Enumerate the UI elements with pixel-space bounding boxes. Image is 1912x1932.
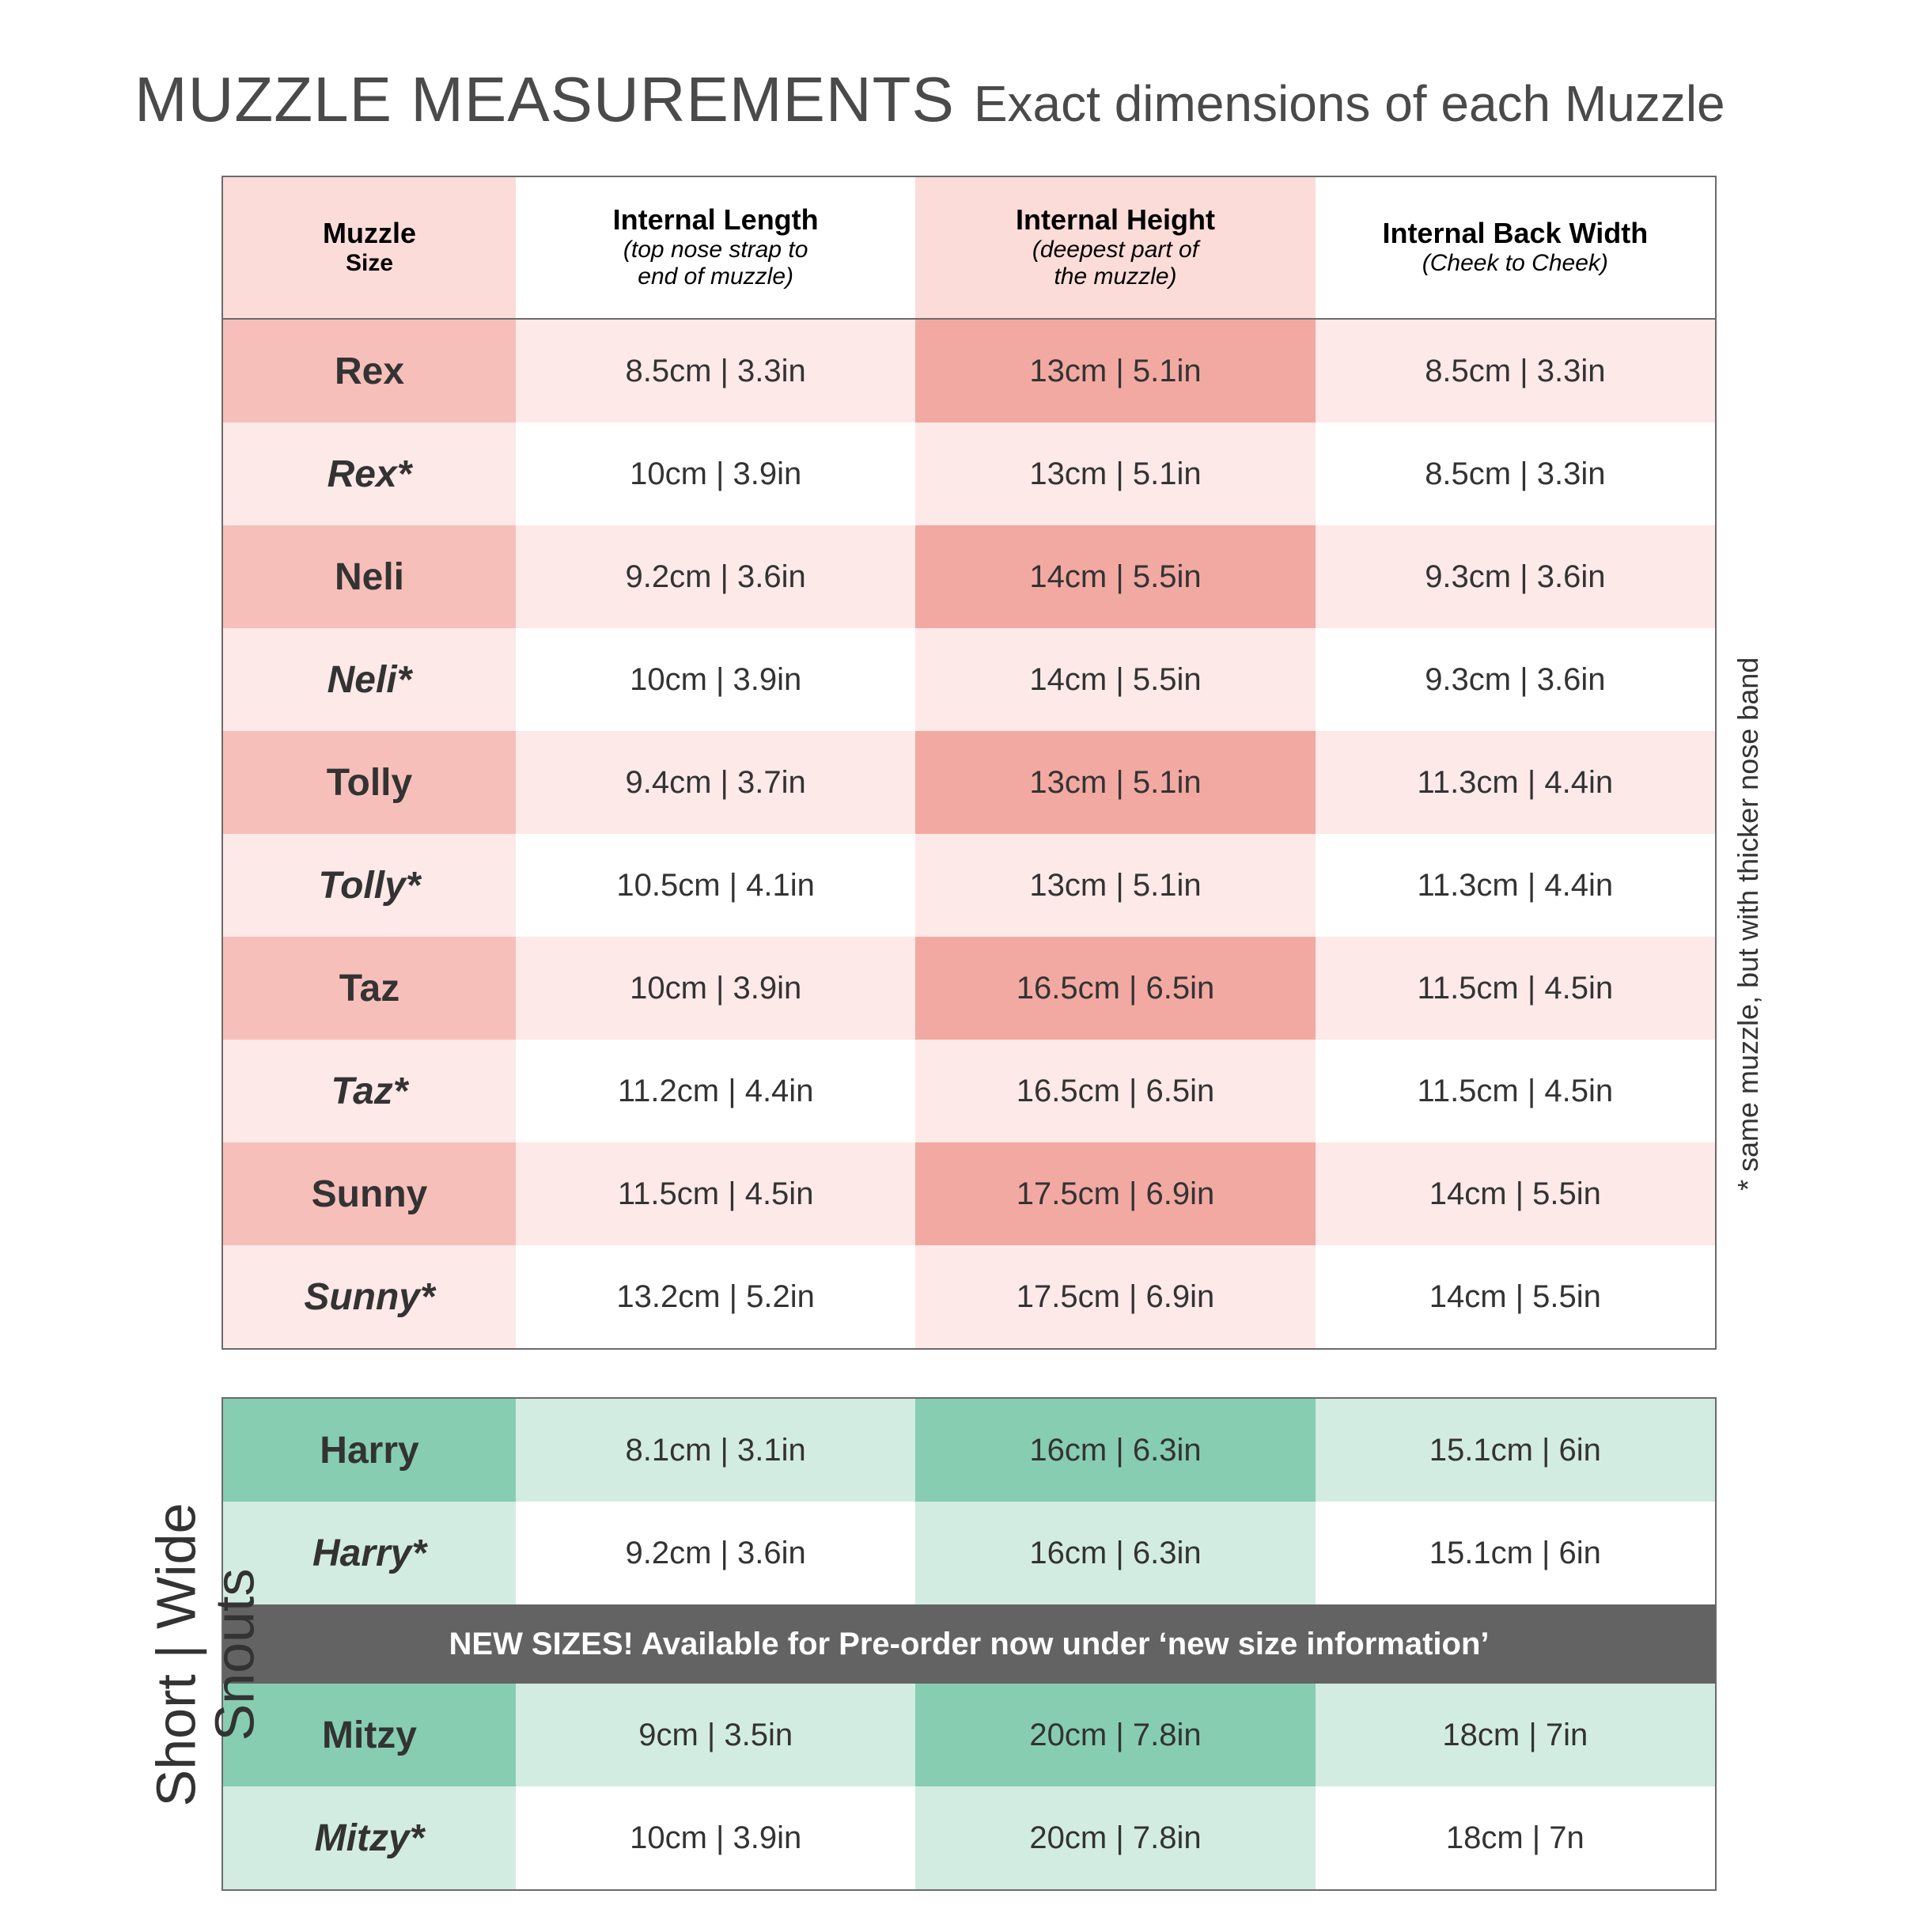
- table-row: Taz10cm | 3.9in16.5cm | 6.5in11.5cm | 4.…: [223, 937, 1715, 1040]
- measurement-value: 14cm | 5.5in: [1316, 1245, 1715, 1348]
- measurement-value: 16cm | 6.3in: [915, 1502, 1315, 1604]
- measurement-value: 14cm | 5.5in: [915, 525, 1315, 628]
- measurement-value: 20cm | 7.8in: [915, 1786, 1315, 1889]
- measurement-value: 9.2cm | 3.6in: [516, 1502, 915, 1604]
- table-row: Harry*9.2cm | 3.6in16cm | 6.3in15.1cm | …: [223, 1502, 1715, 1604]
- muzzle-size-name: Rex: [223, 320, 516, 422]
- measurement-value: 11.5cm | 4.5in: [1316, 1040, 1715, 1142]
- measurement-value: 13.2cm | 5.2in: [516, 1245, 915, 1348]
- table-row: Neli*10cm | 3.9in14cm | 5.5in9.3cm | 3.6…: [223, 628, 1715, 731]
- measurement-value: 20cm | 7.8in: [915, 1684, 1315, 1786]
- measurement-value: 9.3cm | 3.6in: [1316, 525, 1715, 628]
- muzzle-size-name: Mitzy*: [223, 1786, 516, 1889]
- measurement-value: 8.1cm | 3.1in: [516, 1399, 915, 1502]
- measurement-value: 10cm | 3.9in: [516, 937, 915, 1040]
- muzzle-size-name: Neli: [223, 525, 516, 628]
- measurements-table-green: Harry8.1cm | 3.1in16cm | 6.3in15.1cm | 6…: [221, 1397, 1717, 1891]
- measurement-value: 11.5cm | 4.5in: [516, 1142, 915, 1245]
- measurement-value: 11.2cm | 4.4in: [516, 1040, 915, 1142]
- table-row: Tolly9.4cm | 3.7in13cm | 5.1in11.3cm | 4…: [223, 731, 1715, 834]
- measurement-value: 9.3cm | 3.6in: [1316, 628, 1715, 731]
- col-header-bot: Size: [346, 250, 393, 278]
- measurement-value: 8.5cm | 3.3in: [1316, 320, 1715, 422]
- col-header: Internal Back Width(Cheek to Cheek): [1316, 177, 1715, 318]
- col-header-bot: (deepest part of the muzzle): [1032, 237, 1198, 291]
- table-row: Neli9.2cm | 3.6in14cm | 5.5in9.3cm | 3.6…: [223, 525, 1715, 628]
- col-header: Internal Length(top nose strap to end of…: [516, 177, 915, 318]
- muzzle-size-name: Sunny: [223, 1142, 516, 1245]
- col-header-bot: (Cheek to Cheek): [1422, 250, 1608, 278]
- muzzle-size-name: Mitzy: [223, 1684, 516, 1786]
- measurements-table-pink: MuzzleSizeInternal Length(top nose strap…: [221, 176, 1717, 1350]
- measurement-value: 13cm | 5.1in: [915, 731, 1315, 834]
- col-header-bot: (top nose strap to end of muzzle): [623, 237, 808, 291]
- muzzle-size-name: Harry: [223, 1399, 516, 1502]
- col-header-top: Internal Back Width: [1382, 217, 1648, 250]
- asterisk-note: * same muzzle, but with thicker nose ban…: [1732, 558, 1765, 1191]
- measurement-value: 18cm | 7n: [1316, 1786, 1715, 1889]
- measurement-value: 11.3cm | 4.4in: [1316, 731, 1715, 834]
- new-sizes-banner: NEW SIZES! Available for Pre-order now u…: [223, 1604, 1715, 1684]
- muzzle-size-name: Tolly*: [223, 834, 516, 937]
- muzzle-size-name: Sunny*: [223, 1245, 516, 1348]
- measurement-value: 17.5cm | 6.9in: [915, 1245, 1315, 1348]
- snouts-label: Short | WideSnouts: [148, 1378, 264, 1932]
- measurement-value: 10.5cm | 4.1in: [516, 834, 915, 937]
- snouts-label-line2: Snouts: [206, 1378, 264, 1932]
- col-header: MuzzleSize: [223, 177, 516, 318]
- measurement-value: 8.5cm | 3.3in: [516, 320, 915, 422]
- table-row: Sunny*13.2cm | 5.2in17.5cm | 6.9in14cm |…: [223, 1245, 1715, 1348]
- measurement-value: 11.5cm | 4.5in: [1316, 937, 1715, 1040]
- table-header-row: MuzzleSizeInternal Length(top nose strap…: [223, 177, 1715, 320]
- col-header: Internal Height(deepest part of the muzz…: [915, 177, 1315, 318]
- muzzle-size-name: Taz*: [223, 1040, 516, 1142]
- measurement-value: 10cm | 3.9in: [516, 628, 915, 731]
- table-row: Harry8.1cm | 3.1in16cm | 6.3in15.1cm | 6…: [223, 1399, 1715, 1502]
- page-title-sub: Exact dimensions of each Muzzle: [974, 74, 1725, 133]
- muzzle-size-name: Harry*: [223, 1502, 516, 1604]
- measurement-value: 18cm | 7in: [1316, 1684, 1715, 1786]
- muzzle-size-name: Neli*: [223, 628, 516, 731]
- muzzle-size-name: Rex*: [223, 422, 516, 525]
- measurement-value: 17.5cm | 6.9in: [915, 1142, 1315, 1245]
- measurement-value: 15.1cm | 6in: [1316, 1399, 1715, 1502]
- measurement-value: 16.5cm | 6.5in: [915, 1040, 1315, 1142]
- measurement-value: 14cm | 5.5in: [915, 628, 1315, 731]
- measurement-value: 10cm | 3.9in: [516, 1786, 915, 1889]
- measurement-value: 16.5cm | 6.5in: [915, 937, 1315, 1040]
- table-row: Sunny11.5cm | 4.5in17.5cm | 6.9in14cm | …: [223, 1142, 1715, 1245]
- table-row: Rex8.5cm | 3.3in13cm | 5.1in8.5cm | 3.3i…: [223, 320, 1715, 422]
- measurement-value: 8.5cm | 3.3in: [1316, 422, 1715, 525]
- snouts-label-line1: Short | Wide: [148, 1378, 206, 1932]
- muzzle-size-name: Tolly: [223, 731, 516, 834]
- table-row: Tolly*10.5cm | 4.1in13cm | 5.1in11.3cm |…: [223, 834, 1715, 937]
- col-header-top: Muzzle: [323, 217, 416, 250]
- table-row: Mitzy9cm | 3.5in20cm | 7.8in18cm | 7in: [223, 1684, 1715, 1786]
- table-row: Mitzy*10cm | 3.9in20cm | 7.8in18cm | 7n: [223, 1786, 1715, 1889]
- measurement-value: 13cm | 5.1in: [915, 320, 1315, 422]
- table-row: Rex*10cm | 3.9in13cm | 5.1in8.5cm | 3.3i…: [223, 422, 1715, 525]
- table-row: Taz*11.2cm | 4.4in16.5cm | 6.5in11.5cm |…: [223, 1040, 1715, 1142]
- col-header-top: Internal Height: [1016, 203, 1215, 237]
- measurement-value: 14cm | 5.5in: [1316, 1142, 1715, 1245]
- measurement-value: 9.2cm | 3.6in: [516, 525, 915, 628]
- title-row: MUZZLE MEASUREMENTS Exact dimensions of e…: [134, 63, 1772, 136]
- measurement-value: 10cm | 3.9in: [516, 422, 915, 525]
- measurement-value: 9cm | 3.5in: [516, 1684, 915, 1786]
- measurement-value: 9.4cm | 3.7in: [516, 731, 915, 834]
- measurement-value: 11.3cm | 4.4in: [1316, 834, 1715, 937]
- page-title-main: MUZZLE MEASUREMENTS: [134, 63, 955, 136]
- measurement-value: 15.1cm | 6in: [1316, 1502, 1715, 1604]
- measurement-value: 13cm | 5.1in: [915, 834, 1315, 937]
- muzzle-size-name: Taz: [223, 937, 516, 1040]
- col-header-top: Internal Length: [613, 203, 819, 237]
- measurement-value: 13cm | 5.1in: [915, 422, 1315, 525]
- measurement-value: 16cm | 6.3in: [915, 1399, 1315, 1502]
